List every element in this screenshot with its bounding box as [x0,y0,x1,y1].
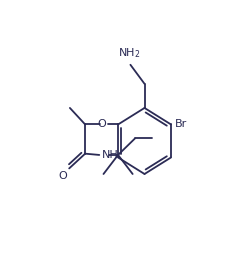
Text: O: O [98,119,106,130]
Text: NH: NH [102,150,119,160]
Text: Br: Br [175,119,188,130]
Text: O: O [58,171,67,181]
Text: NH$_2$: NH$_2$ [118,46,141,60]
